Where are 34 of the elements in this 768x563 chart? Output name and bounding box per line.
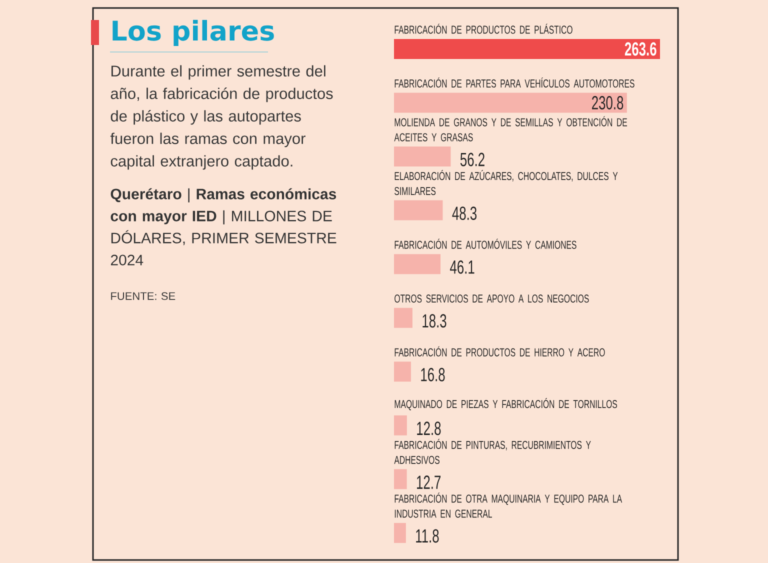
bar bbox=[394, 362, 411, 382]
bar bbox=[394, 92, 627, 113]
data-label: 48.3 bbox=[452, 206, 477, 220]
y-tick-label: OTROS SERVICIOS DE APOYO A LOS NEGOCIOS bbox=[394, 294, 589, 303]
source-note: FUENTE: SE bbox=[111, 292, 176, 300]
bar bbox=[394, 254, 441, 274]
y-tick-label: FABRICACIÓN DE PARTES PARA VEHÍCULOS AUTOMOTORES bbox=[394, 77, 634, 88]
data-label: 56.2 bbox=[460, 152, 484, 166]
y-tick-label: MOLIENDA DE GRANOS Y DE SEMILLAS Y OBTENCIÓN DE ACEITES Y GRASAS bbox=[394, 116, 628, 142]
y-tick-label: FABRICACIÓN DE PINTURAS, RECUBRIMIENTOS Y ADHESIVOS bbox=[394, 438, 591, 464]
bar bbox=[394, 469, 407, 490]
text: Durante el primer semestre del año, la fabricación de productos de plástico y las autopartes fueron las ramas con mayor capital extranjero captado. bbox=[110, 65, 333, 170]
text: Los pilares bbox=[112, 20, 274, 46]
y-tick-label: FABRICACIÓN DE PRODUCTOS DE PLÁSTICO bbox=[394, 24, 572, 34]
data-label: 16.8 bbox=[421, 368, 445, 382]
y-tick-label: ELABORACIÓN DE AZÚCARES, CHOCOLATES, DULCES Y SIMILARES bbox=[394, 170, 618, 196]
y-tick-label: MAQUINADO DE PIEZAS Y FABRICACIÓN DE TORNILLOS bbox=[394, 398, 618, 410]
text: Querétaro | Ramas económicas con mayor IED | MILLONES DE DÓLARES, PRIMER SEMESTRE 2024 bbox=[110, 188, 336, 266]
bar bbox=[394, 200, 443, 220]
y-tick-label: FABRICACIÓN DE PRODUCTOS DE HIERRO Y ACERO bbox=[394, 346, 605, 356]
data-label: 12.7 bbox=[417, 476, 441, 489]
bar bbox=[394, 308, 412, 328]
bar bbox=[394, 38, 660, 59]
data-label: 46.1 bbox=[450, 260, 474, 274]
data-label: 12.8 bbox=[417, 422, 441, 436]
data-label: 230.8 bbox=[592, 96, 624, 110]
data-label: 263.6 bbox=[624, 42, 656, 56]
data-label: 11.8 bbox=[416, 529, 439, 543]
bar bbox=[394, 415, 407, 436]
data-label: 18.3 bbox=[422, 314, 446, 328]
bar bbox=[394, 146, 451, 167]
y-tick-label: FABRICACIÓN DE OTRA MAQUINARIA Y EQUIPO PARA LA INDUSTRIA EN GENERAL bbox=[394, 492, 622, 518]
bar bbox=[394, 522, 406, 543]
y-tick-label: FABRICACIÓN DE AUTOMÓVILES Y CAMIONES bbox=[394, 238, 576, 249]
